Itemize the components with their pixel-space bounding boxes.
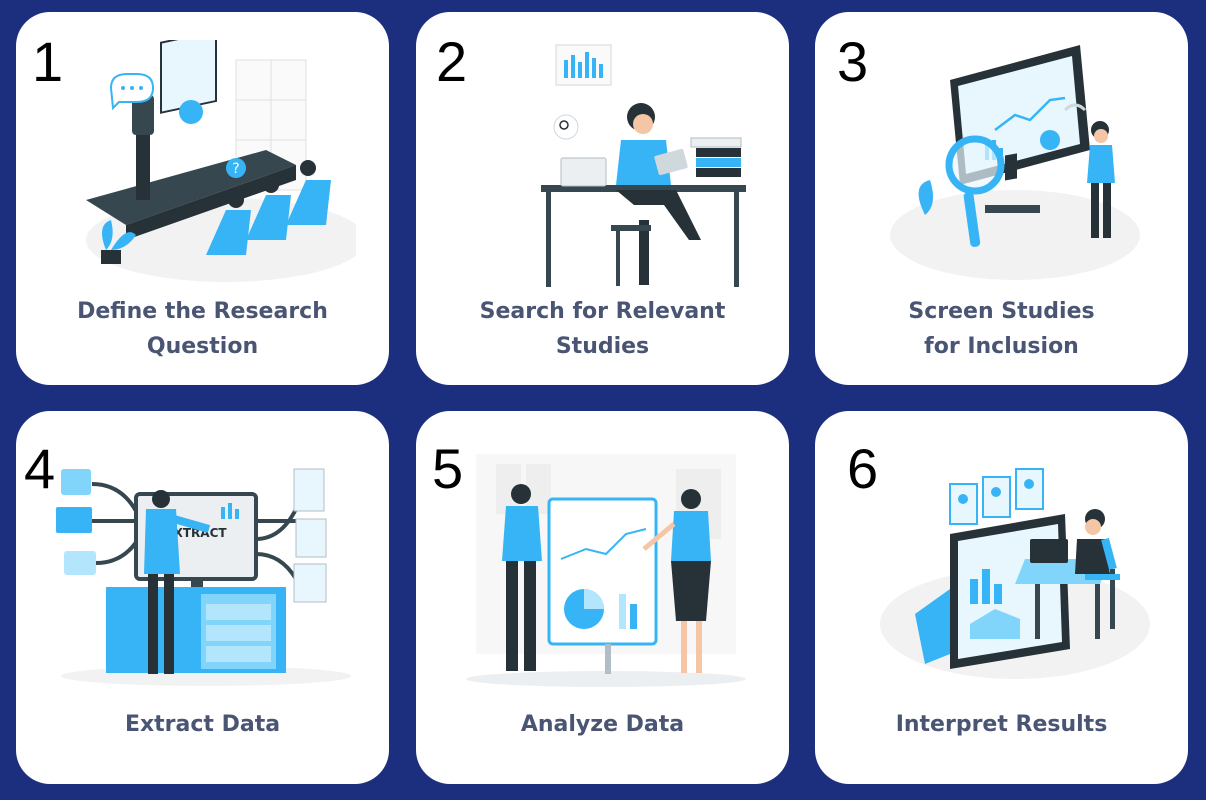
step-title: Search for Relevant Studies [479, 299, 726, 359]
magnifier-monitor-icon [890, 45, 1140, 280]
step-number: 1 [32, 30, 64, 93]
step-card-4: 4 EXTRACT Extract D [16, 411, 389, 784]
step-title: Screen Studies for Inclusion [908, 299, 1095, 359]
step-card-2: 2 Search for Relevant [416, 12, 789, 385]
step-card-1: 1 ? D [16, 12, 389, 385]
step-card-5: 5 Analyze Data [416, 411, 789, 784]
laptop-reports-icon [880, 468, 1150, 679]
svg-text:?: ? [232, 161, 239, 177]
step-card-6: 6 Interpret Results [815, 411, 1188, 784]
svg-text:EXTRACT: EXTRACT [165, 526, 227, 540]
step-number: 5 [432, 437, 464, 500]
presentation-meeting-icon: ? [86, 40, 356, 282]
analysis-board-icon [466, 454, 746, 687]
step-title: Interpret Results [895, 712, 1108, 737]
step-title: Extract Data [124, 712, 281, 737]
step-number: 2 [436, 30, 468, 93]
step-title: Analyze Data [520, 712, 685, 737]
step-card-3: 3 Screen Studies for Inclusion [815, 12, 1188, 385]
researcher-at-desk-icon [541, 44, 746, 287]
step-number: 3 [837, 30, 869, 93]
step-number: 4 [24, 437, 56, 500]
step-title: Define the Research Question [77, 299, 328, 359]
data-extraction-icon: EXTRACT [56, 468, 351, 686]
step-number: 6 [847, 437, 879, 500]
